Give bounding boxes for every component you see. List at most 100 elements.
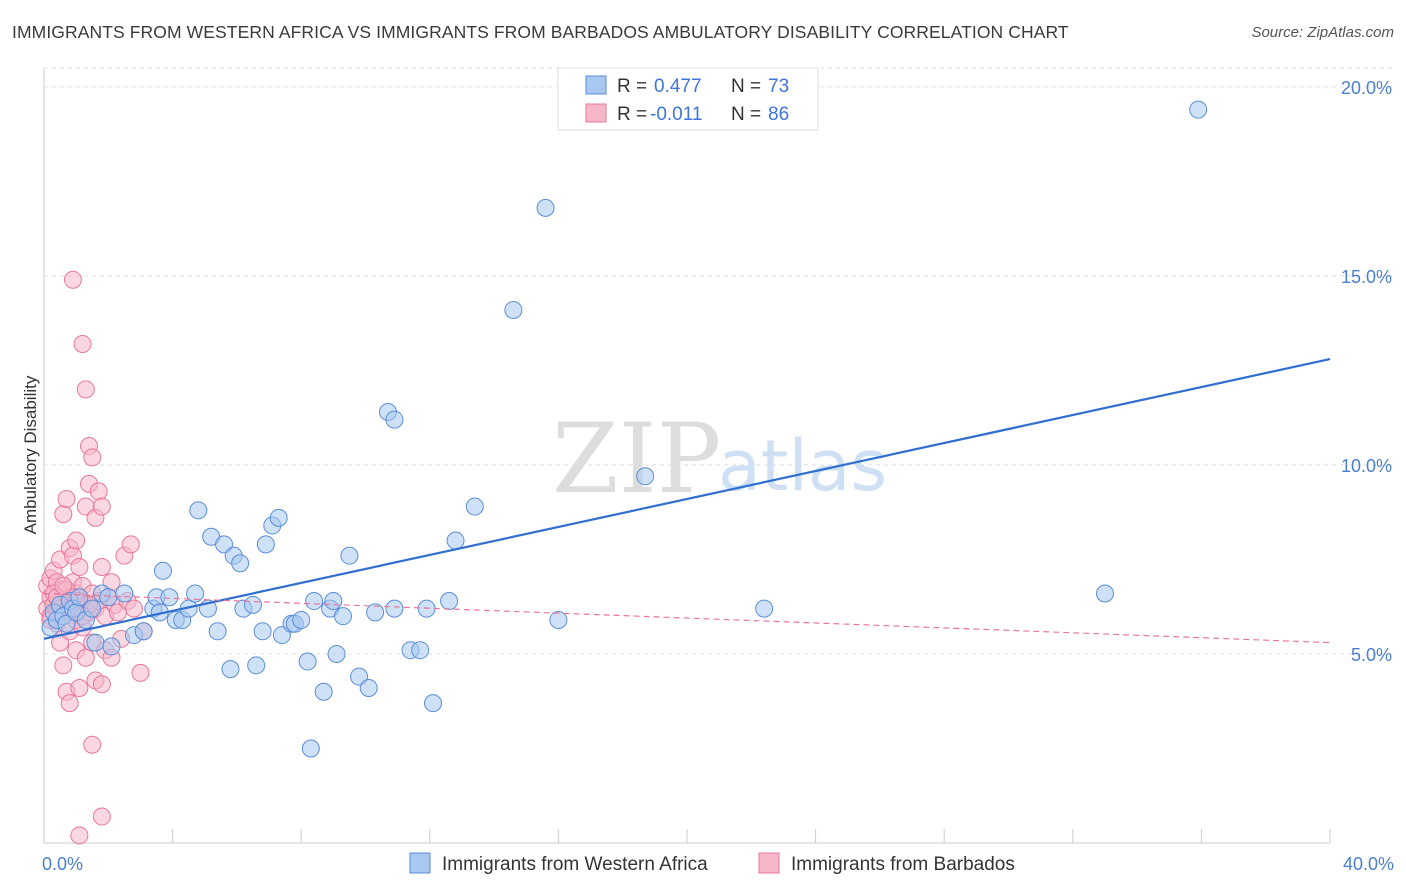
y-tick-label: 20.0%: [1341, 78, 1392, 98]
x-tick-label-max: 40.0%: [1343, 854, 1394, 874]
point-barbados: [57, 489, 76, 508]
point-western-africa: [208, 622, 227, 641]
point-western-africa: [160, 588, 179, 607]
point-western-africa: [189, 501, 208, 520]
point-western-africa: [298, 652, 317, 671]
point-barbados: [54, 656, 73, 675]
point-barbados: [83, 735, 102, 754]
point-western-africa: [366, 603, 385, 622]
legend-r-value-2: -0.011: [650, 104, 702, 125]
point-western-africa: [153, 561, 172, 580]
point-barbados: [70, 558, 89, 577]
y-tick-label: 10.0%: [1341, 456, 1392, 476]
point-barbados: [83, 448, 102, 467]
point-western-africa: [504, 300, 523, 319]
trend-line-barbados: [43, 592, 1331, 644]
watermark-zip: ZIP: [552, 403, 721, 515]
point-western-africa: [243, 595, 262, 614]
point-western-africa: [385, 599, 404, 618]
point-western-africa: [253, 622, 272, 641]
legend-swatch-pink: [585, 103, 607, 123]
legend-box: R = 0.477 N = 73 R = -0.011 N = 86: [557, 67, 819, 131]
point-barbados: [67, 531, 86, 550]
point-western-africa: [340, 546, 359, 565]
point-barbados: [92, 675, 111, 694]
point-western-africa: [636, 467, 655, 486]
point-barbados: [125, 599, 144, 618]
series-barbados-points: [38, 270, 153, 845]
point-barbados: [63, 270, 82, 289]
point-western-africa: [70, 588, 89, 607]
point-barbados: [70, 826, 89, 845]
point-western-africa: [256, 535, 275, 554]
trend-line-western-africa: [43, 358, 1331, 640]
point-western-africa: [231, 554, 250, 573]
watermark-atlas: atlas: [718, 425, 887, 507]
point-western-africa: [359, 679, 378, 697]
point-western-africa: [292, 610, 311, 629]
point-western-africa: [301, 739, 320, 758]
point-western-africa: [102, 637, 121, 656]
legend-n-label-1: N =: [731, 76, 761, 97]
point-barbados: [131, 663, 150, 682]
legend-n-value-2: 86: [768, 104, 789, 125]
point-western-africa: [411, 641, 430, 660]
y-axis-label: Ambulatory Disability: [21, 375, 40, 534]
x-tick-label-min: 0.0%: [42, 854, 83, 874]
point-western-africa: [440, 592, 459, 611]
point-western-africa: [1095, 584, 1114, 603]
point-western-africa: [99, 588, 118, 607]
point-western-africa: [324, 592, 343, 611]
y-tick-labels: 5.0% 10.0% 15.0% 20.0%: [1341, 78, 1392, 665]
point-barbados: [92, 807, 111, 826]
point-western-africa: [134, 622, 153, 641]
point-barbados: [76, 380, 95, 399]
bottom-legend-swatch-blue: [409, 852, 431, 874]
bottom-legend-label-barbados: Immigrants from Barbados: [791, 854, 1015, 875]
point-barbados: [92, 558, 111, 577]
point-barbados: [54, 576, 73, 595]
point-barbados: [89, 482, 108, 501]
point-western-africa: [247, 656, 266, 675]
point-western-africa: [755, 599, 774, 618]
legend-r-label-2: R =: [617, 104, 647, 125]
point-barbados: [121, 535, 140, 554]
source-label: Source: ZipAtlas.com: [1251, 24, 1394, 41]
point-barbados: [54, 505, 73, 524]
point-barbados: [76, 648, 95, 667]
point-western-africa: [1189, 100, 1208, 119]
point-barbados: [73, 334, 92, 353]
point-western-africa: [221, 660, 240, 679]
y-tick-label: 5.0%: [1351, 645, 1392, 665]
legend-swatch-blue: [585, 75, 607, 95]
legend-r-label-1: R =: [617, 76, 647, 97]
bottom-legend: Immigrants from Western Africa Immigrant…: [409, 852, 1015, 875]
legend-n-label-2: N =: [731, 104, 761, 125]
trend-lines: [43, 358, 1331, 644]
point-western-africa: [83, 599, 102, 618]
point-western-africa: [86, 633, 105, 652]
point-barbados: [92, 497, 111, 516]
y-tick-label: 15.0%: [1341, 267, 1392, 287]
bottom-legend-swatch-pink: [758, 852, 780, 874]
point-western-africa: [385, 410, 404, 429]
point-western-africa: [536, 198, 555, 217]
legend-r-value-1: 0.477: [654, 76, 702, 97]
x-ticks: [43, 829, 1331, 843]
bottom-legend-label-western-africa: Immigrants from Western Africa: [442, 854, 708, 875]
point-barbados: [70, 679, 89, 697]
point-western-africa: [186, 584, 205, 603]
point-western-africa: [549, 610, 568, 629]
point-western-africa: [115, 584, 134, 603]
point-western-africa: [269, 508, 288, 527]
point-western-africa: [305, 592, 324, 611]
point-western-africa: [314, 682, 333, 701]
legend-n-value-1: 73: [768, 76, 789, 97]
series-western-africa-points: [41, 100, 1208, 758]
point-western-africa: [446, 531, 465, 550]
point-western-africa: [333, 607, 352, 626]
point-western-africa: [327, 644, 346, 663]
point-western-africa: [424, 694, 443, 713]
point-western-africa: [465, 497, 484, 516]
